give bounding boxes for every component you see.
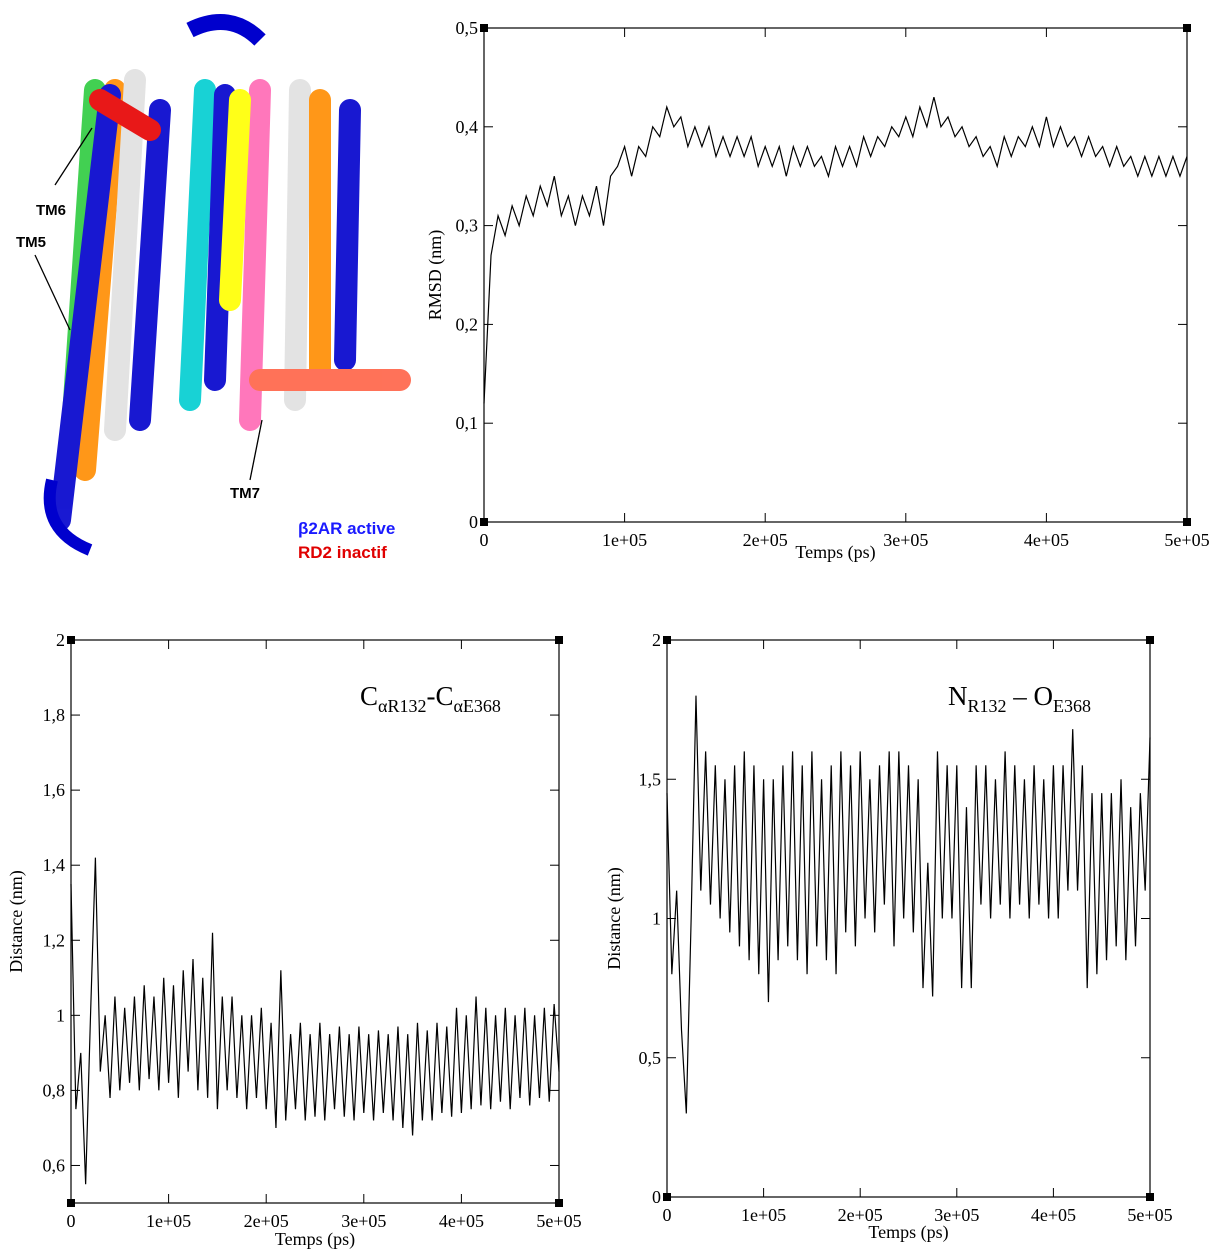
- annotation: NR132 – OE368: [948, 681, 1091, 716]
- x-tick-label: 4e+05: [1031, 1205, 1076, 1225]
- x-axis-label: Temps (ps): [795, 542, 875, 563]
- y-axis-label: RMSD (nm): [425, 230, 446, 321]
- annotation: CαR132-CαE368: [360, 681, 501, 716]
- annotation-part: αR132: [378, 696, 426, 716]
- legend-entry: RD2 inactif: [298, 543, 387, 562]
- x-tick-label: 4e+05: [1024, 530, 1069, 550]
- y-tick-label: 1,8: [43, 705, 66, 725]
- helix-label: TM6: [36, 202, 66, 219]
- y-tick-label: 1,6: [43, 780, 66, 800]
- x-tick-label: 4e+05: [439, 1211, 484, 1231]
- annotation-part: – O: [1007, 681, 1054, 711]
- y-tick-label: 0,3: [456, 216, 479, 236]
- y-axis-label: Distance (nm): [604, 867, 625, 969]
- x-tick-label: 1e+05: [146, 1211, 191, 1231]
- x-axis-label: Temps (ps): [868, 1222, 948, 1243]
- x-tick-label: 1e+05: [741, 1205, 786, 1225]
- y-tick-label: 1: [56, 1005, 65, 1025]
- annotation-part: N: [948, 681, 968, 711]
- x-tick-label: 0: [67, 1211, 76, 1231]
- y-tick-label: 0,6: [43, 1155, 66, 1175]
- data-line: [483, 97, 1188, 404]
- chart: 0 1e+05 2e+05 3e+05 4e+05 5e+05 0 0,5 1 1,5 2 Temps…: [604, 630, 1172, 1243]
- y-tick-label: 0,5: [456, 18, 479, 38]
- y-tick-label: 0,8: [43, 1080, 66, 1100]
- annotation-part: αE368: [453, 696, 500, 716]
- annotation-part: C: [360, 681, 378, 711]
- x-tick-label: 5e+05: [1127, 1205, 1172, 1225]
- x-tick-label: 2e+05: [743, 530, 788, 550]
- plot-frame: [70, 639, 560, 1204]
- x-tick-label: 3e+05: [883, 530, 928, 550]
- chart: 0 1e+05 2e+05 3e+05 4e+05 5e+05 0,6 0,8 1 1,2 1,4 1…: [6, 630, 581, 1250]
- y-tick-label: 1,2: [43, 930, 66, 950]
- y-tick-label: 0,5: [639, 1048, 662, 1068]
- y-tick-label: 1: [652, 909, 661, 929]
- x-axis-label: Temps (ps): [275, 1229, 355, 1250]
- x-tick-label: 0: [663, 1205, 672, 1225]
- y-tick-label: 1,4: [43, 855, 66, 875]
- annotation-part: -C: [426, 681, 453, 711]
- y-tick-label: 2: [56, 630, 65, 650]
- y-tick-label: 0: [652, 1187, 661, 1207]
- y-tick-label: 0: [469, 512, 478, 532]
- data-line: [666, 695, 1151, 1114]
- x-tick-label: 5e+05: [1164, 530, 1209, 550]
- legend-entry: β2AR active: [298, 519, 395, 538]
- plot-frame: [666, 639, 1151, 1198]
- y-tick-label: 0,4: [456, 117, 479, 137]
- x-tick-label: 0: [480, 530, 489, 550]
- y-tick-label: 0,1: [456, 413, 479, 433]
- x-tick-label: 1e+05: [602, 530, 647, 550]
- annotation-part: E368: [1053, 696, 1091, 716]
- x-tick-label: 2e+05: [244, 1211, 289, 1231]
- chart: 0 1e+05 2e+05 3e+05 4e+05 5e+05 0 0,1 0,2 0,3 0,4 0…: [425, 18, 1209, 563]
- y-tick-label: 0,2: [456, 314, 479, 334]
- annotation-part: R132: [968, 696, 1007, 716]
- x-tick-label: 3e+05: [934, 1205, 979, 1225]
- plot-frame: [483, 27, 1188, 523]
- x-tick-label: 5e+05: [536, 1211, 581, 1231]
- protein-image: TM6 TM5 TM7 β2AR active RD2 inactif: [16, 12, 430, 572]
- helix-label: TM7: [230, 485, 260, 502]
- x-tick-label: 3e+05: [341, 1211, 386, 1231]
- y-axis-label: Distance (nm): [6, 870, 27, 972]
- y-tick-label: 2: [652, 630, 661, 650]
- helix-label: TM5: [16, 234, 46, 251]
- x-tick-label: 2e+05: [838, 1205, 883, 1225]
- data-line: [70, 857, 560, 1185]
- y-tick-label: 1,5: [639, 769, 662, 789]
